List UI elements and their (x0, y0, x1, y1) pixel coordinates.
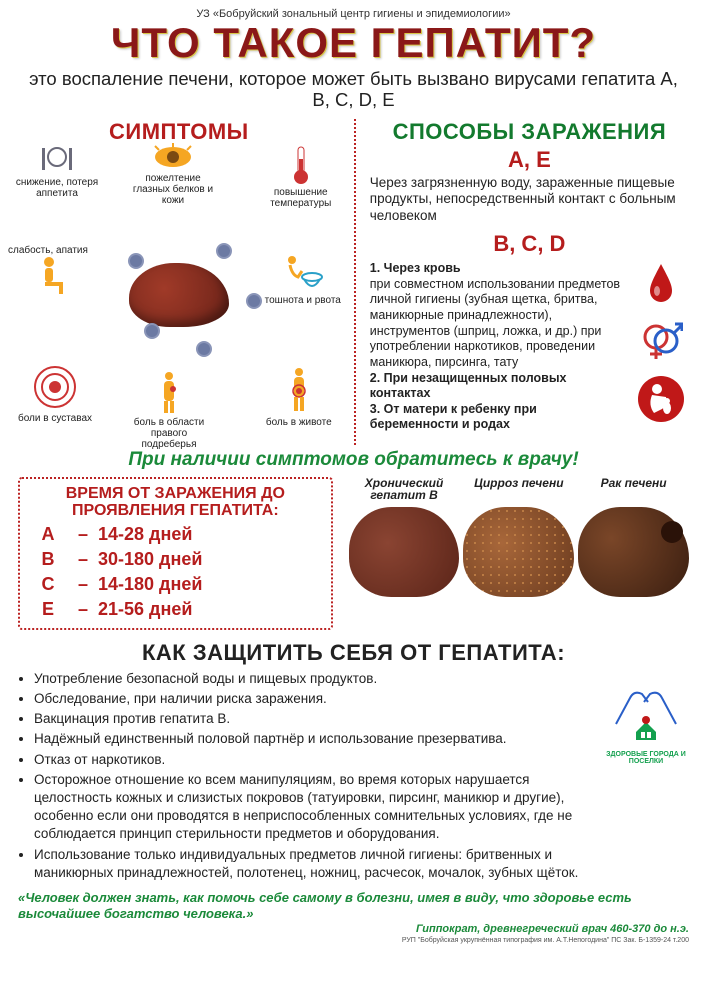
protect-list: Употребление безопасной воды и пищевых п… (18, 670, 689, 882)
incubation-heading: ВРЕМЯ ОТ ЗАРАЖЕНИЯ ДО ПРОЯВЛЕНИЯ ГЕПАТИТ… (28, 485, 323, 520)
symptom-label: пожелтение глазных белков и кожи (133, 173, 213, 206)
incubation-label: B (28, 549, 68, 570)
stage-cancer: Рак печени (578, 477, 689, 597)
blood-drop-icon (645, 261, 677, 303)
incubation-days: 14-180 дней (98, 574, 323, 595)
incubation-label: A (28, 524, 68, 545)
cutlery-icon (36, 145, 78, 175)
logo-block: ЗДОРОВЫЕ ГОРОДА И ПОСЕЛКИ (603, 680, 689, 765)
transmission-column: СПОСОБЫ ЗАРАЖЕНИЯ A, E Через загрязненну… (354, 119, 689, 445)
joint-pain-icon (31, 363, 79, 411)
protect-item: Осторожное отношение ко всем манипуляция… (34, 771, 593, 844)
symptom-label: повышение температуры (270, 187, 331, 209)
eye-icon (151, 143, 195, 171)
symptom-label: снижение, потеря аппетита (16, 177, 98, 199)
incubation-days: 21-56 дней (98, 599, 323, 620)
stage-label: Рак печени (578, 477, 689, 503)
protect-item: Вакцинация против гепатита В. (34, 710, 593, 728)
incubation-label: C (28, 574, 68, 595)
bcd-item-3: 3. От матери к ребенку при беременности … (370, 402, 537, 432)
protect-item: Обследование, при наличии риска заражени… (34, 690, 593, 708)
dash: – (68, 574, 98, 595)
quote-attribution: Гиппократ, древнегреческий врач 460-370 … (18, 923, 689, 935)
liver-stages: Хронический гепатит В Цирроз печени Рак … (349, 477, 689, 630)
dash: – (68, 524, 98, 545)
protect-heading: КАК ЗАЩИТИТЬ СЕБЯ ОТ ГЕПАТИТА: (18, 640, 689, 666)
logo-label: ЗДОРОВЫЕ ГОРОДА И ПОСЕЛКИ (603, 751, 689, 765)
incubation-row: B–30-180 дней (28, 549, 323, 570)
bcd-item-1-title: 1. Через кровь (370, 261, 461, 275)
bcd-item-2: 2. При незащищенных половых контактах (370, 371, 567, 401)
bcd-list: 1. Через кровь при совместном использова… (370, 261, 689, 441)
toilet-icon (282, 255, 324, 293)
virus-icon (198, 343, 210, 355)
liver-stage-icon (349, 507, 460, 597)
gender-symbols-icon (639, 317, 683, 361)
incubation-row: C–14-180 дней (28, 574, 323, 595)
transmission-icons-column (633, 261, 689, 423)
incubation-box: ВРЕМЯ ОТ ЗАРАЖЕНИЯ ДО ПРОЯВЛЕНИЯ ГЕПАТИТ… (18, 477, 333, 630)
dash: – (68, 549, 98, 570)
dash: – (68, 599, 98, 620)
symptom-label: тошнота и рвота (265, 295, 341, 306)
stork-house-logo-icon (606, 680, 686, 744)
doctor-callout: При наличии симптомов обратитесь к врачу… (18, 449, 689, 471)
liver-stage-icon (463, 507, 574, 597)
incubation-label: E (28, 599, 68, 620)
incubation-row: A–14-28 дней (28, 524, 323, 545)
symptom-fever: повышение температуры (256, 145, 346, 209)
symptom-label: слабость, апатия (8, 245, 88, 256)
symptom-label: боль в животе (266, 417, 332, 428)
symptoms-column: СИМПТОМЫ снижение, потеря аппетита пожел… (18, 119, 340, 445)
symptom-joints: боли в суставах (10, 363, 100, 424)
bcd-item-1-text: при совместном использовании предметов л… (370, 277, 620, 369)
symptom-rib: боль в области правого подреберья (124, 371, 214, 450)
bcd-label: B, C, D (370, 231, 689, 257)
symptom-nausea: тошнота и рвота (258, 255, 348, 306)
protect-item: Употребление безопасной воды и пищевых п… (34, 670, 593, 688)
two-column-section: СИМПТОМЫ снижение, потеря аппетита пожел… (18, 119, 689, 445)
ae-text: Через загрязненную воду, зараженные пище… (370, 175, 689, 226)
stage-label: Хронический гепатит В (349, 477, 460, 503)
symptom-jaundice: пожелтение глазных белков и кожи (128, 143, 218, 206)
mother-child-icon (637, 375, 685, 423)
protect-item: Надёжный единственный половой партнёр и … (34, 730, 593, 748)
stage-label: Цирроз печени (463, 477, 574, 503)
protect-item: Использование только индивидуальных пред… (34, 846, 593, 882)
liver-stage-icon (578, 507, 689, 597)
subtitle: это воспаление печени, которое может быт… (18, 68, 689, 111)
thermometer-icon (288, 145, 314, 185)
symptom-label: боль в области правого подреберья (134, 417, 204, 450)
seated-person-icon (35, 256, 71, 296)
symptom-appetite: снижение, потеря аппетита (12, 145, 102, 199)
stage-cirrhosis: Цирроз печени (463, 477, 574, 597)
symptom-weakness: слабость, апатия (8, 245, 98, 298)
symptom-belly: боль в животе (254, 367, 344, 428)
symptoms-heading: СИМПТОМЫ (18, 119, 340, 145)
symptom-diagram: снижение, потеря аппетита пожелтение гла… (18, 145, 340, 445)
body-rib-icon (155, 371, 183, 415)
incubation-days: 14-28 дней (98, 524, 323, 545)
incubation-and-stages: ВРЕМЯ ОТ ЗАРАЖЕНИЯ ДО ПРОЯВЛЕНИЯ ГЕПАТИТ… (18, 477, 689, 630)
protect-item: Отказ от наркотиков. (34, 751, 593, 769)
virus-icon (146, 325, 158, 337)
ae-label: A, E (370, 147, 689, 173)
symptom-label: боли в суставах (18, 413, 92, 424)
quote: «Человек должен знать, как помочь себе с… (18, 890, 689, 921)
liver-icon (129, 263, 229, 327)
body-belly-icon (285, 367, 313, 415)
transmission-heading: СПОСОБЫ ЗАРАЖЕНИЯ (370, 119, 689, 145)
virus-icon (218, 245, 230, 257)
incubation-row: E–21-56 дней (28, 599, 323, 620)
incubation-days: 30-180 дней (98, 549, 323, 570)
stage-chronic: Хронический гепатит В (349, 477, 460, 597)
print-footer: РУП "Бобруйская укрупнённая типография и… (18, 937, 689, 944)
virus-icon (130, 255, 142, 267)
main-title: ЧТО ТАКОЕ ГЕПАТИТ? (18, 22, 689, 64)
